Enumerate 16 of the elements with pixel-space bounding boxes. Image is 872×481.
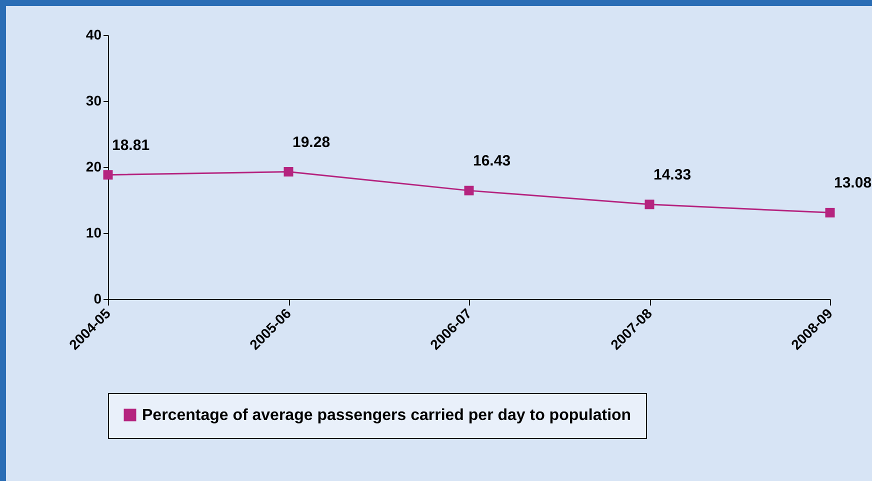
y-tick-label: 0 bbox=[94, 290, 102, 306]
data-label: 16.43 bbox=[473, 152, 511, 170]
data-label: 19.28 bbox=[292, 134, 330, 151]
y-tick-label: 40 bbox=[86, 26, 102, 42]
data-label: 14.33 bbox=[654, 166, 692, 184]
y-tick-label: 20 bbox=[86, 158, 102, 174]
point bbox=[103, 170, 113, 180]
point bbox=[644, 200, 654, 210]
y-tick-label: 30 bbox=[86, 92, 102, 108]
data-label: 13.08 bbox=[834, 174, 872, 192]
point bbox=[825, 208, 835, 218]
point bbox=[464, 186, 474, 196]
point bbox=[284, 167, 294, 176]
legend-label: Percentage of average passengers carried per day to population bbox=[142, 407, 632, 424]
data-label: 18.81 bbox=[112, 136, 150, 154]
y-tick-label: 10 bbox=[86, 224, 102, 240]
